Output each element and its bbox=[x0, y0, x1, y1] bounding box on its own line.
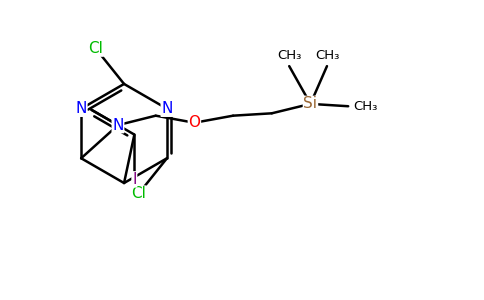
Text: Si: Si bbox=[303, 96, 318, 111]
Text: CH₃: CH₃ bbox=[353, 100, 378, 113]
Text: I: I bbox=[132, 172, 136, 187]
Text: O: O bbox=[188, 115, 200, 130]
Text: Cl: Cl bbox=[131, 186, 146, 201]
Text: N: N bbox=[112, 118, 123, 133]
Text: CH₃: CH₃ bbox=[315, 50, 339, 62]
Text: Cl: Cl bbox=[88, 41, 103, 56]
Text: N: N bbox=[161, 101, 173, 116]
Text: CH₃: CH₃ bbox=[277, 50, 302, 62]
Text: N: N bbox=[76, 101, 87, 116]
